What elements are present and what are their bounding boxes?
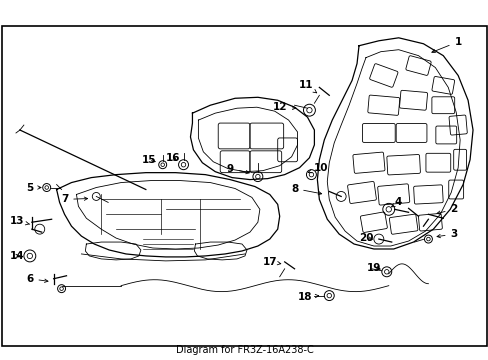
Text: 19: 19 <box>366 263 380 273</box>
Text: Diagram for FR3Z-16A238-C: Diagram for FR3Z-16A238-C <box>175 345 313 355</box>
Text: 7: 7 <box>61 194 87 204</box>
Text: 12: 12 <box>272 102 295 112</box>
Text: 17: 17 <box>262 257 280 267</box>
Text: 15: 15 <box>142 155 156 165</box>
Text: 9: 9 <box>226 164 249 174</box>
Text: 13: 13 <box>10 216 30 226</box>
Text: 1: 1 <box>431 37 461 53</box>
Text: 10: 10 <box>307 163 328 173</box>
Text: 16: 16 <box>165 153 180 163</box>
Text: 14: 14 <box>10 251 24 261</box>
Text: 18: 18 <box>298 292 318 302</box>
Text: 11: 11 <box>299 80 316 93</box>
Text: 20: 20 <box>358 233 372 243</box>
Text: 4: 4 <box>391 197 402 207</box>
Text: 8: 8 <box>290 184 321 195</box>
Text: 3: 3 <box>436 229 457 239</box>
Text: 2: 2 <box>436 204 457 214</box>
Text: 5: 5 <box>26 183 41 193</box>
Text: 6: 6 <box>26 274 48 284</box>
